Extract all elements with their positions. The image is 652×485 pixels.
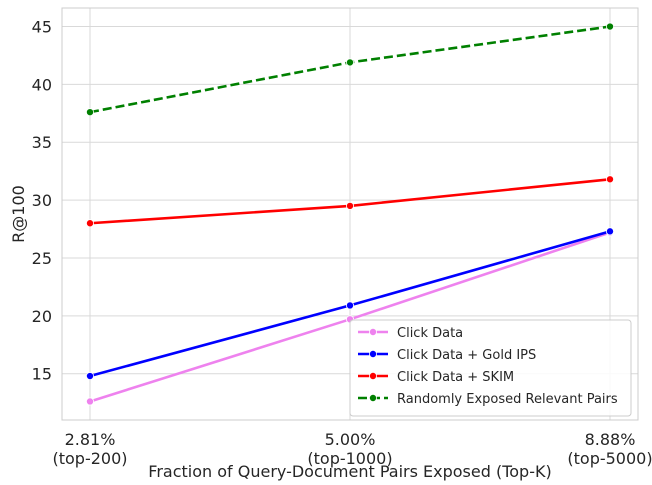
series-2 [86, 175, 615, 228]
data-point [606, 175, 615, 184]
x-tick-label: 2.81% (top-200) [52, 430, 127, 468]
data-point [345, 301, 354, 310]
series-layer [86, 22, 615, 406]
y-axis-label: R@100 [9, 185, 28, 243]
plot-frame [61, 7, 639, 421]
x-axis-label: Fraction of Query-Document Pairs Exposed… [148, 462, 551, 481]
legend-label: Randomly Exposed Relevant Pairs [397, 392, 618, 407]
data-point [345, 201, 354, 210]
legend-marker [368, 393, 377, 402]
y-tick-label: 15 [32, 365, 52, 384]
legend-box [349, 319, 632, 417]
legend-label: Click Data [397, 326, 463, 341]
y-tick-label: 35 [32, 133, 52, 152]
y-tick-label: 40 [32, 75, 52, 94]
y-tick-label: 25 [32, 249, 52, 268]
legend: Click Data Click Data + Gold IPS Click Dat… [349, 319, 632, 417]
y-tick-label: 45 [32, 18, 52, 37]
legend-label: Click Data + Gold IPS [397, 348, 536, 363]
data-point [86, 397, 95, 406]
x-tick-label: 8.88% (top-5000) [567, 430, 652, 468]
series-1 [86, 227, 615, 381]
legend-marker [368, 371, 377, 380]
y-tick-label: 30 [32, 191, 52, 210]
data-point [86, 219, 95, 228]
legend-label: Click Data + SKIM [397, 370, 514, 385]
data-point [86, 372, 95, 381]
data-point [345, 58, 354, 67]
data-point [86, 108, 95, 117]
legend-marker [368, 327, 377, 336]
y-axis-ticks: 15 20 25 30 35 40 45 [32, 18, 52, 384]
y-tick-label: 20 [32, 307, 52, 326]
series-3 [86, 22, 615, 117]
legend-marker [368, 349, 377, 358]
x-tick-label: 5.00% (top-1000) [307, 430, 392, 468]
data-point [606, 22, 615, 31]
data-point [606, 227, 615, 236]
x-axis-ticks: 2.81% (top-200) 5.00% (top-1000) 8.88% (top-5… [52, 430, 652, 468]
